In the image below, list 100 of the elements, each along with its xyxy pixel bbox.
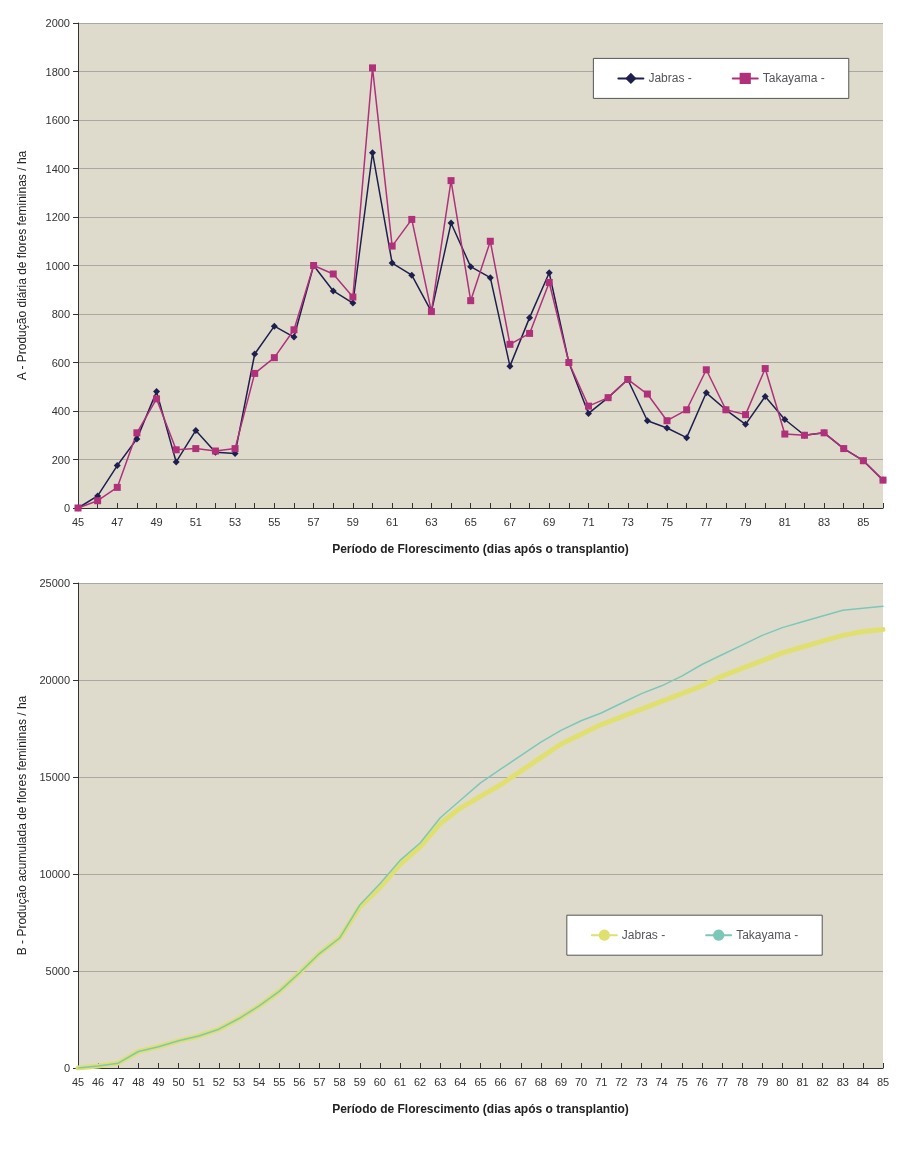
x-tick-label: 79 bbox=[756, 1075, 769, 1088]
x-tick-label: 83 bbox=[817, 515, 831, 528]
x-tick-label: 45 bbox=[71, 515, 85, 528]
point bbox=[526, 329, 534, 337]
legend-label: Takayama - bbox=[762, 71, 825, 86]
point bbox=[94, 497, 102, 505]
x-tick-label: 83 bbox=[836, 1075, 849, 1088]
x-axis-title: Período de Florescimento (dias após o transplantio) bbox=[332, 542, 629, 556]
x-tick-label: 47 bbox=[112, 1075, 125, 1088]
point bbox=[702, 389, 710, 397]
x-tick-label: 69 bbox=[543, 515, 556, 528]
x-tick-label: 85 bbox=[876, 1075, 890, 1088]
point bbox=[369, 64, 377, 72]
y-tick-label: 10000 bbox=[39, 868, 70, 880]
y-tick-label: 25000 bbox=[39, 577, 70, 589]
point bbox=[545, 269, 553, 277]
point bbox=[683, 434, 691, 442]
x-tick-label: 49 bbox=[152, 1075, 165, 1088]
point bbox=[486, 237, 494, 245]
point bbox=[702, 366, 710, 374]
x-tick-label: 46 bbox=[92, 1075, 105, 1088]
y-tick-label: 200 bbox=[51, 453, 70, 466]
point bbox=[290, 326, 298, 334]
y-tick-label: 1200 bbox=[45, 211, 70, 223]
x-axis-title: Período de Florescimento (dias após o transplantio) bbox=[332, 1102, 629, 1116]
x-tick-label: 72 bbox=[615, 1075, 628, 1088]
point bbox=[251, 350, 259, 358]
x-tick-label: 64 bbox=[454, 1075, 467, 1088]
point bbox=[643, 390, 651, 398]
y-tick-label: 600 bbox=[51, 356, 70, 369]
x-tick-label: 70 bbox=[575, 1075, 588, 1088]
point bbox=[447, 177, 455, 185]
point bbox=[329, 287, 337, 295]
point bbox=[388, 242, 396, 250]
x-tick-label: 85 bbox=[857, 515, 870, 528]
point bbox=[742, 411, 750, 419]
x-tick-label: 59 bbox=[346, 515, 359, 528]
point bbox=[683, 406, 691, 414]
y-tick-label: 5000 bbox=[45, 965, 70, 977]
x-tick-label: 71 bbox=[595, 1075, 608, 1088]
x-tick-label: 63 bbox=[425, 515, 438, 528]
x-tick-label: 56 bbox=[293, 1075, 306, 1088]
point bbox=[447, 219, 455, 227]
x-tick-label: 77 bbox=[700, 515, 713, 528]
x-tick-label: 82 bbox=[816, 1075, 829, 1088]
y-tick-label: 1600 bbox=[45, 114, 70, 126]
y-axis-title: A - Produção diária de flores femininas / ha bbox=[15, 150, 29, 381]
x-tick-label: 80 bbox=[776, 1075, 789, 1088]
x-tick-label: 75 bbox=[660, 515, 674, 528]
y-tick-label: 1000 bbox=[45, 259, 70, 272]
point bbox=[133, 429, 141, 437]
x-tick-label: 65 bbox=[464, 515, 477, 528]
x-tick-label: 48 bbox=[132, 1075, 145, 1088]
point bbox=[506, 362, 514, 370]
point bbox=[506, 340, 514, 348]
y-axis-title: B - Produção acumulada de flores femininas / ha bbox=[15, 695, 29, 956]
x-tick-label: 61 bbox=[393, 1075, 407, 1088]
point bbox=[329, 270, 337, 278]
point bbox=[408, 271, 416, 279]
point bbox=[113, 483, 121, 491]
x-tick-label: 68 bbox=[534, 1075, 547, 1088]
y-tick-label: 0 bbox=[63, 1062, 70, 1074]
x-tick-label: 52 bbox=[212, 1075, 225, 1088]
x-tick-label: 81 bbox=[796, 1075, 809, 1088]
x-tick-label: 47 bbox=[111, 515, 124, 528]
point bbox=[663, 417, 671, 425]
legend-label: Jabras - bbox=[648, 71, 692, 86]
legend-label: Jabras - bbox=[621, 928, 666, 943]
x-tick-label: 51 bbox=[192, 1075, 205, 1088]
y-tick-label: 800 bbox=[51, 308, 70, 320]
x-tick-label: 61 bbox=[386, 515, 399, 528]
x-tick-label: 73 bbox=[635, 1075, 648, 1088]
x-tick-label: 75 bbox=[675, 1075, 688, 1088]
point bbox=[113, 462, 121, 470]
x-tick-label: 74 bbox=[655, 1075, 668, 1088]
y-tick-label: 1400 bbox=[45, 162, 70, 175]
point bbox=[270, 322, 278, 330]
point bbox=[192, 445, 200, 453]
legend-label: Takayama - bbox=[736, 928, 799, 943]
y-tick-label: 15000 bbox=[39, 771, 70, 783]
point bbox=[545, 278, 553, 286]
x-tick-label: 51 bbox=[189, 515, 202, 528]
point bbox=[742, 420, 750, 428]
point bbox=[270, 354, 278, 362]
x-tick-label: 55 bbox=[268, 515, 281, 528]
point bbox=[781, 430, 789, 438]
x-tick-label: 54 bbox=[253, 1075, 266, 1088]
x-tick-label: 57 bbox=[307, 515, 320, 528]
x-tick-label: 79 bbox=[739, 515, 752, 528]
point bbox=[349, 293, 357, 301]
point bbox=[192, 426, 200, 434]
x-tick-label: 71 bbox=[582, 515, 595, 528]
x-tick-label: 66 bbox=[494, 1075, 507, 1088]
x-tick-label: 81 bbox=[778, 515, 791, 528]
x-tick-label: 63 bbox=[434, 1075, 447, 1088]
x-tick-label: 58 bbox=[333, 1075, 346, 1088]
x-tick-label: 84 bbox=[856, 1075, 869, 1088]
point bbox=[486, 274, 494, 282]
point bbox=[761, 365, 769, 373]
y-tick-label: 1800 bbox=[45, 65, 70, 78]
